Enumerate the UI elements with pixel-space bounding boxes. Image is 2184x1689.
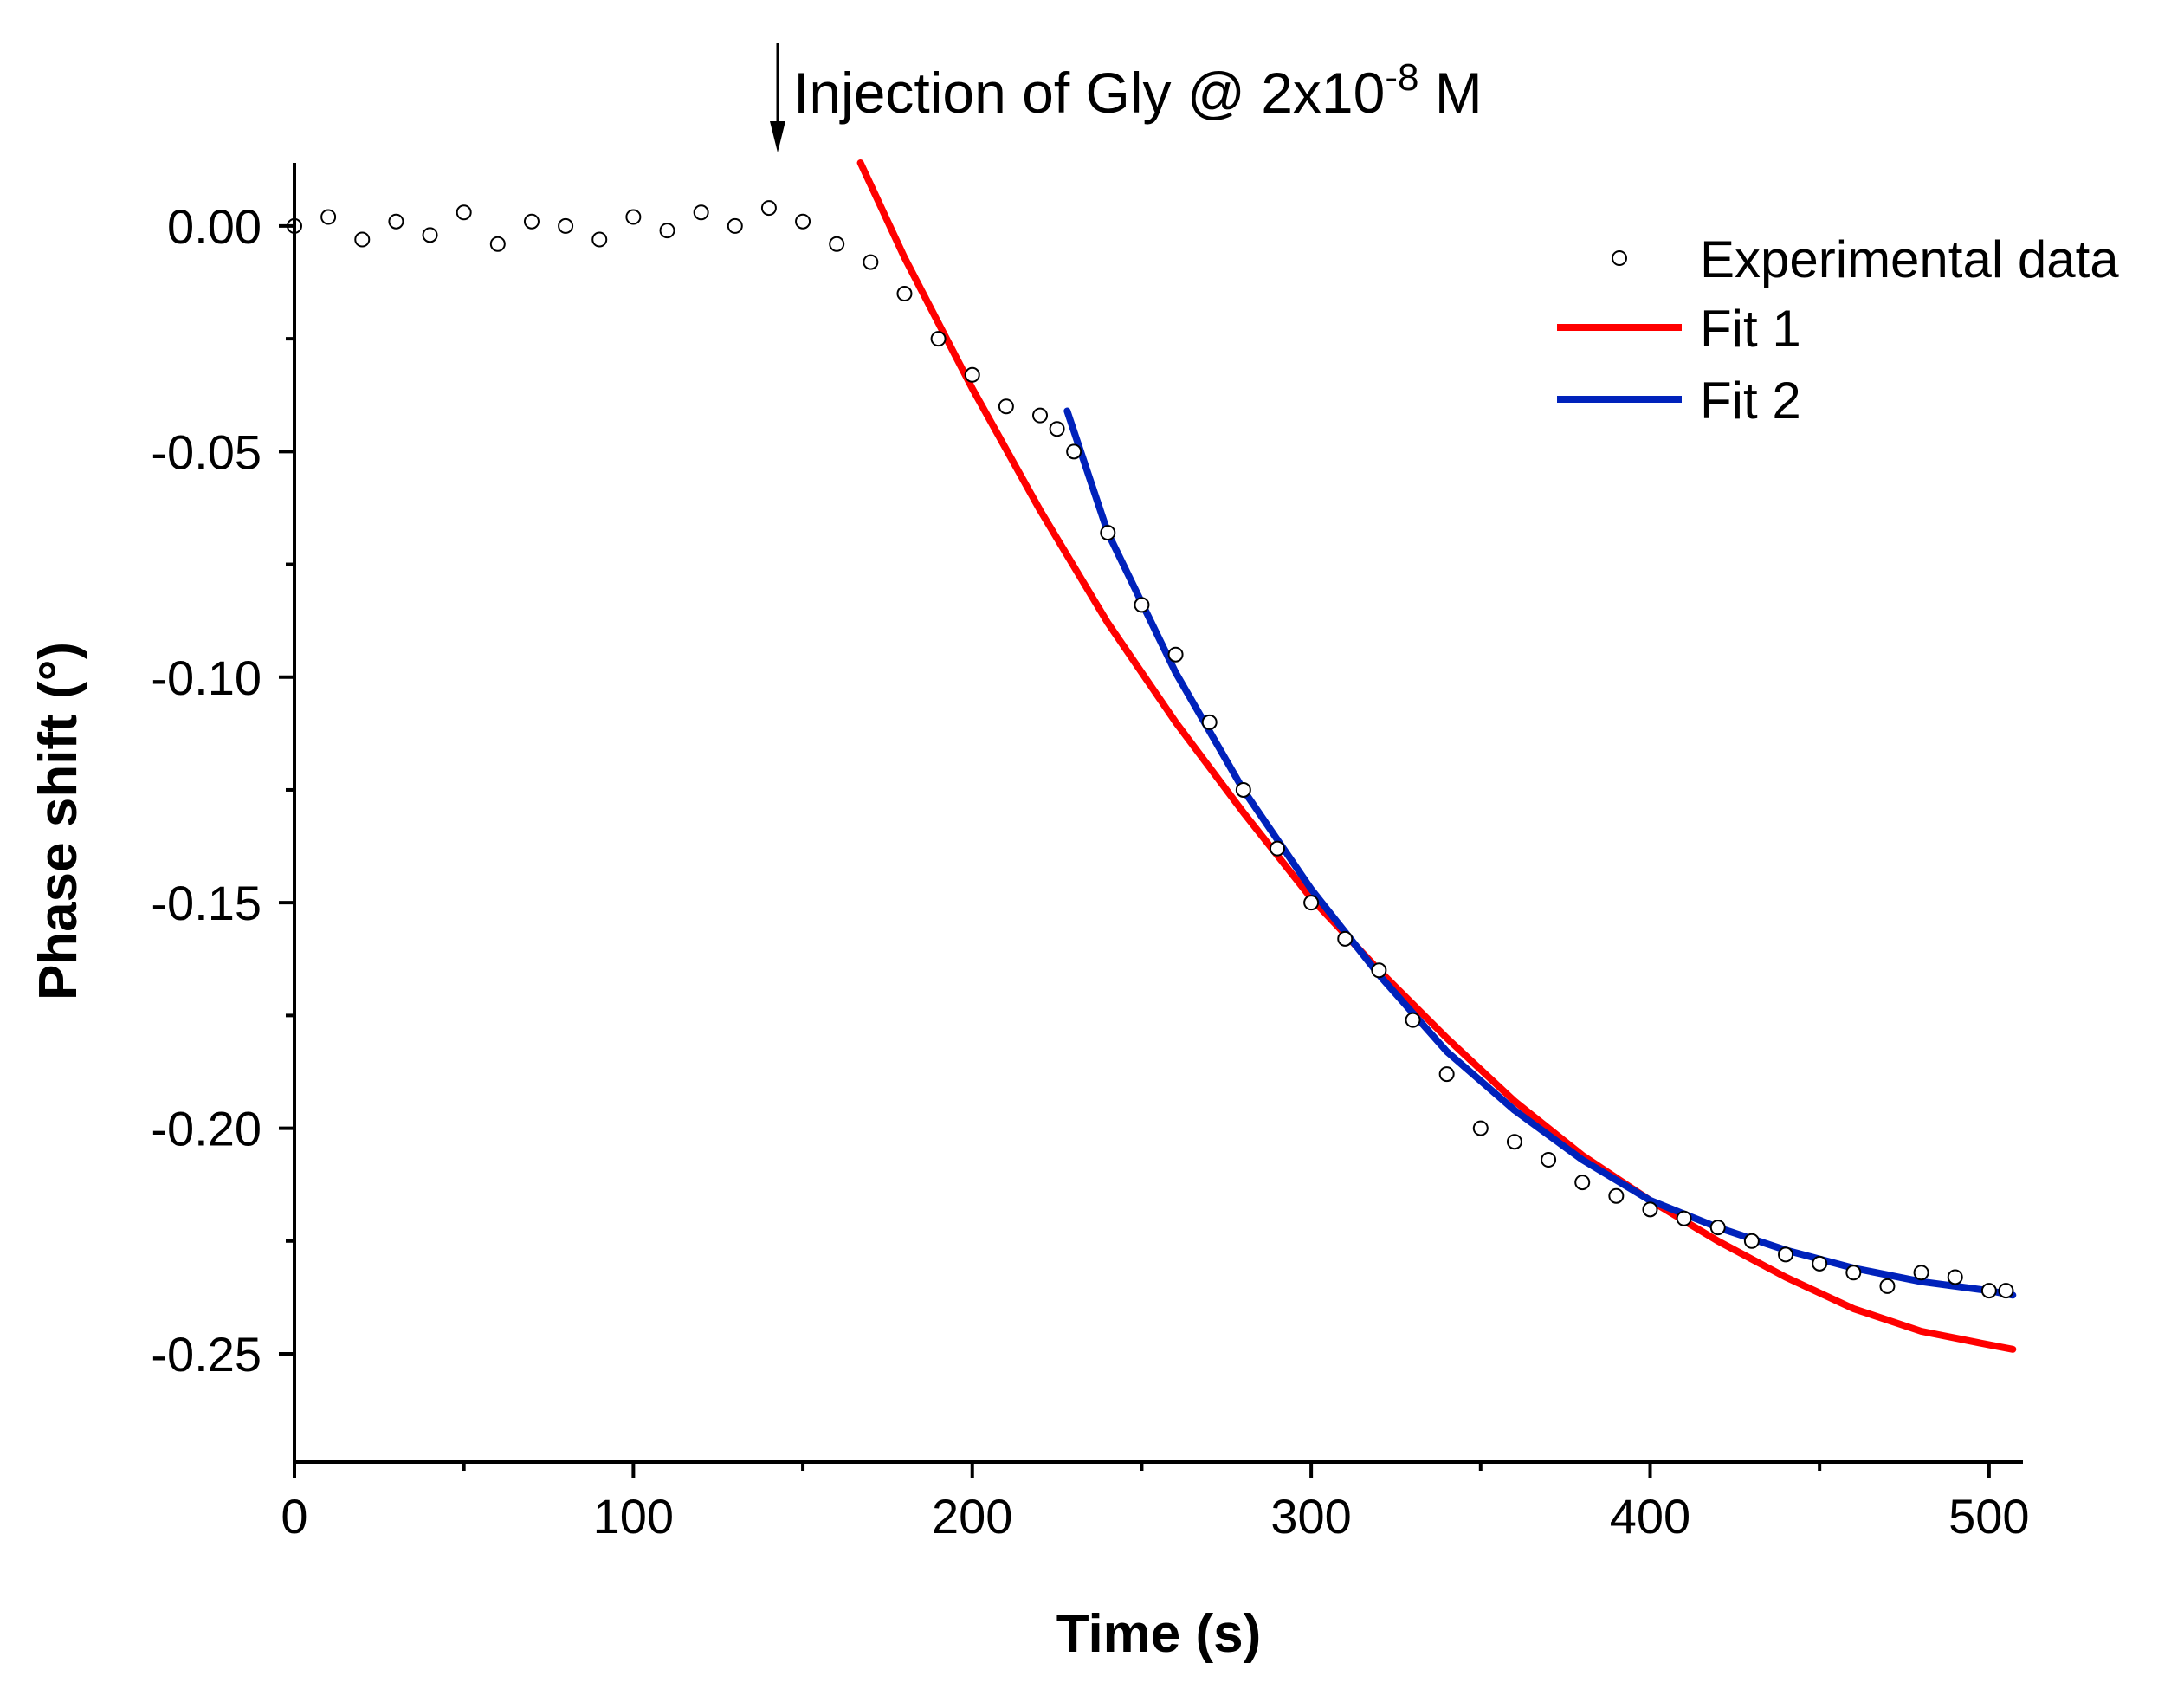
data-point xyxy=(1049,421,1065,437)
data-point xyxy=(388,213,404,230)
data-point xyxy=(456,204,472,221)
fit-curves xyxy=(856,159,2017,1353)
x-tick-label-500: 500 xyxy=(1948,1489,2029,1543)
data-point xyxy=(1812,1255,1828,1272)
data-point xyxy=(829,236,845,252)
data-point xyxy=(591,231,608,248)
series-line-fit2 xyxy=(1063,407,2017,1299)
data-point xyxy=(1337,930,1354,947)
legend-label-experimental: Experimental data xyxy=(1700,230,2119,288)
y-axis-title: Phase shift (°) xyxy=(29,642,88,1000)
data-point xyxy=(1541,1152,1557,1168)
x-ticks: 0 100 200 300 400 500 xyxy=(281,1462,2030,1543)
x-tick-label-0: 0 xyxy=(281,1489,307,1543)
y-tick-label-2: -0.10 xyxy=(151,650,262,705)
data-point xyxy=(1032,407,1049,424)
data-point xyxy=(1947,1269,1963,1285)
data-point xyxy=(1778,1246,1794,1263)
injection-annotation: Injection of Gly @ 2x10-8 M xyxy=(770,43,1483,152)
data-point xyxy=(320,209,337,225)
data-point xyxy=(863,254,879,270)
data-point xyxy=(1201,714,1218,730)
data-point xyxy=(693,204,709,221)
data-point xyxy=(354,231,371,248)
y-tick-label-4: -0.20 xyxy=(151,1102,262,1156)
data-point xyxy=(1303,895,1320,911)
data-point xyxy=(1235,781,1251,798)
injection-label-main: Injection of Gly @ 2x10 xyxy=(793,61,1385,125)
x-tick-label-400: 400 xyxy=(1610,1489,1690,1543)
data-point xyxy=(1642,1201,1658,1218)
data-point xyxy=(523,213,540,230)
axes xyxy=(293,163,2023,1464)
data-point xyxy=(1879,1278,1896,1294)
injection-label-suffix: M xyxy=(1418,61,1482,125)
data-point xyxy=(1574,1175,1591,1191)
y-tick-label-1: -0.05 xyxy=(151,424,262,479)
data-point xyxy=(896,286,913,302)
legend-label-fit2: Fit 2 xyxy=(1700,372,1801,430)
data-point xyxy=(727,217,743,234)
injection-label-superscript: -8 xyxy=(1385,56,1418,99)
x-axis-title: Time (s) xyxy=(1056,1604,1262,1664)
data-point xyxy=(1438,1066,1455,1083)
data-point xyxy=(1980,1283,1997,1299)
x-tick-label-200: 200 xyxy=(932,1489,1012,1543)
injection-arrow-head xyxy=(770,121,785,152)
data-point xyxy=(795,213,811,230)
injection-label: Injection of Gly @ 2x10-8 M xyxy=(793,56,1483,125)
data-point xyxy=(422,227,438,243)
data-point xyxy=(760,200,777,217)
legend-label-fit1: Fit 1 xyxy=(1700,300,1801,358)
data-point xyxy=(558,217,574,234)
data-point xyxy=(1608,1187,1625,1204)
data-point xyxy=(964,366,980,383)
x-tick-label-300: 300 xyxy=(1270,1489,1351,1543)
data-point xyxy=(489,236,506,252)
x-tick-label-100: 100 xyxy=(593,1489,674,1543)
y-tick-label-0: 0.00 xyxy=(167,199,262,254)
data-point xyxy=(1405,1012,1421,1028)
y-ticks: 0.00 -0.05 -0.10 -0.15 -0.20 -0.25 xyxy=(151,199,294,1382)
data-point xyxy=(1709,1220,1726,1236)
data-point xyxy=(1167,646,1184,663)
data-point xyxy=(1506,1134,1522,1150)
data-point xyxy=(1676,1210,1692,1226)
data-point xyxy=(930,331,947,347)
y-tick-label-5: -0.25 xyxy=(151,1327,262,1382)
data-point xyxy=(1845,1265,1862,1281)
data-point xyxy=(1913,1265,1929,1281)
series-line-fit1 xyxy=(856,159,2017,1353)
data-point xyxy=(1269,840,1285,857)
legend: Experimental data Fit 1 Fit 2 xyxy=(1557,230,2119,430)
data-point xyxy=(659,223,675,239)
data-point xyxy=(998,398,1014,415)
data-point xyxy=(1743,1233,1760,1249)
y-tick-label-3: -0.15 xyxy=(151,876,262,930)
data-point xyxy=(1134,597,1150,613)
data-point xyxy=(1371,962,1387,979)
experimental-points xyxy=(287,200,2014,1299)
data-point xyxy=(625,209,642,225)
data-point xyxy=(1998,1283,2014,1299)
data-point xyxy=(1100,525,1116,541)
data-point xyxy=(1472,1120,1489,1136)
legend-marker-experimental xyxy=(1612,250,1627,266)
data-point xyxy=(1066,443,1082,460)
